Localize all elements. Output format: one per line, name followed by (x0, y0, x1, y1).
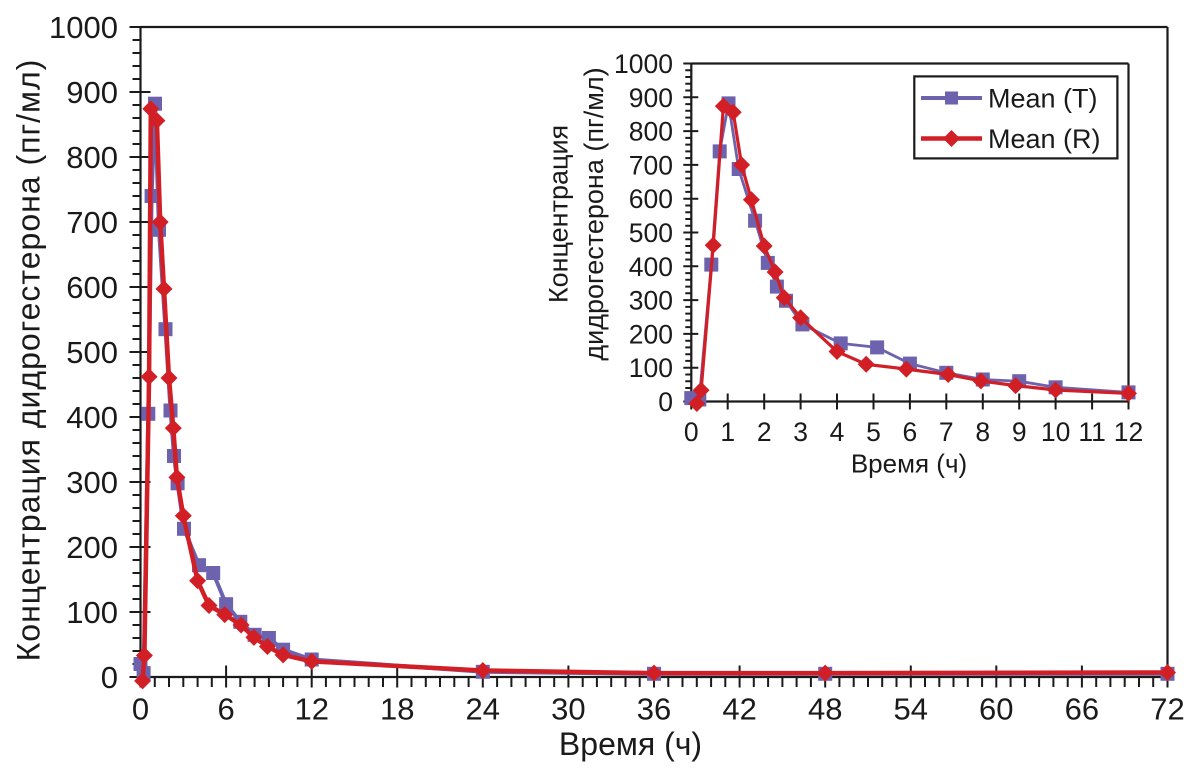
svg-text:200: 200 (66, 530, 118, 565)
svg-text:400: 400 (629, 252, 673, 282)
svg-text:500: 500 (629, 218, 673, 248)
svg-text:4: 4 (830, 417, 845, 447)
svg-text:Mean (T): Mean (T) (988, 84, 1098, 114)
svg-text:0: 0 (132, 692, 149, 727)
svg-text:200: 200 (629, 319, 673, 349)
svg-text:0: 0 (658, 387, 673, 417)
svg-text:0: 0 (101, 660, 118, 695)
svg-text:18: 18 (380, 692, 414, 727)
svg-text:42: 42 (722, 692, 756, 727)
svg-text:1: 1 (720, 417, 735, 447)
svg-text:12: 12 (1114, 417, 1143, 447)
svg-text:0: 0 (684, 417, 699, 447)
svg-text:Концентрация: Концентрация (544, 125, 574, 303)
svg-text:24: 24 (466, 692, 500, 727)
svg-text:700: 700 (66, 205, 118, 240)
svg-text:300: 300 (629, 286, 673, 316)
svg-text:1000: 1000 (614, 49, 673, 79)
svg-text:400: 400 (66, 400, 118, 435)
svg-text:66: 66 (1065, 692, 1099, 727)
svg-text:1000: 1000 (49, 10, 118, 45)
svg-text:100: 100 (629, 353, 673, 383)
svg-text:700: 700 (629, 150, 673, 180)
svg-text:600: 600 (629, 184, 673, 214)
svg-text:11: 11 (1078, 417, 1106, 447)
svg-text:900: 900 (629, 83, 673, 113)
svg-text:36: 36 (637, 692, 671, 727)
svg-text:72: 72 (1150, 692, 1184, 727)
svg-text:Время (ч): Время (ч) (851, 449, 967, 479)
svg-text:30: 30 (551, 692, 585, 727)
svg-text:800: 800 (66, 140, 118, 175)
svg-text:3: 3 (793, 417, 808, 447)
svg-text:600: 600 (66, 270, 118, 305)
svg-text:2: 2 (757, 417, 772, 447)
svg-text:60: 60 (979, 692, 1013, 727)
svg-text:7: 7 (939, 417, 954, 447)
svg-text:500: 500 (66, 335, 118, 370)
svg-text:6: 6 (903, 417, 918, 447)
svg-text:8: 8 (975, 417, 990, 447)
svg-text:5: 5 (866, 417, 881, 447)
svg-text:900: 900 (66, 75, 118, 110)
svg-text:дидрогестерона (пг/мл): дидрогестерона (пг/мл) (579, 67, 609, 360)
svg-text:800: 800 (629, 117, 673, 147)
svg-text:12: 12 (294, 692, 328, 727)
svg-text:54: 54 (894, 692, 928, 727)
svg-text:100: 100 (66, 595, 118, 630)
svg-text:10: 10 (1041, 417, 1070, 447)
svg-text:9: 9 (1012, 417, 1027, 447)
svg-text:300: 300 (66, 465, 118, 500)
svg-text:48: 48 (808, 692, 842, 727)
svg-text:Mean (R): Mean (R) (988, 124, 1101, 154)
svg-text:6: 6 (217, 692, 234, 727)
svg-text:Время (ч): Время (ч) (559, 726, 702, 762)
svg-text:Концентрация дидрогестерона (п: Концентрация дидрогестерона (пг/мл) (11, 59, 47, 662)
